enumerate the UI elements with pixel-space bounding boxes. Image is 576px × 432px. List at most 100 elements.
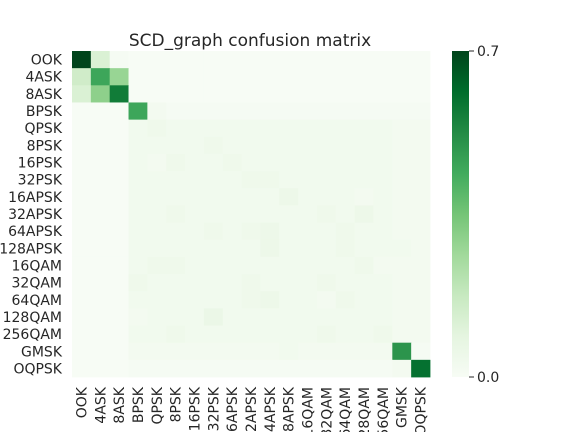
cell-32PSK-16QAM — [298, 171, 318, 189]
cell-4ASK-QPSK — [147, 68, 167, 86]
cell-GMSK-16APSK — [222, 342, 242, 361]
cell-16QAM-16PSK — [185, 256, 205, 275]
y-tick-label-64QAM: 64QAM — [12, 293, 63, 309]
x-tick-label-256QAM: 256QAM — [376, 387, 392, 432]
cell-256QAM-BPSK — [128, 325, 148, 344]
cell-OQPSK-4ASK — [90, 359, 111, 378]
cell-8ASK-64APSK — [260, 85, 280, 103]
cell-8PSK-16PSK — [185, 136, 205, 155]
cell-4ASK-64QAM — [335, 68, 356, 86]
cell-32PSK-8PSK — [166, 171, 186, 189]
cell-8PSK-4ASK — [90, 136, 111, 155]
cell-16PSK-QPSK — [147, 153, 167, 172]
cell-256QAM-OQPSK — [411, 325, 431, 344]
cell-128QAM-32QAM — [316, 308, 337, 326]
cell-16APSK-128QAM — [354, 188, 374, 206]
cell-8ASK-BPSK — [128, 85, 148, 103]
cell-128APSK-8ASK — [109, 239, 129, 258]
cell-64QAM-32QAM — [316, 291, 337, 309]
cell-8PSK-16APSK — [222, 136, 242, 155]
cell-32APSK-32PSK — [203, 205, 224, 223]
cell-QPSK-BPSK — [128, 119, 148, 138]
cell-32PSK-32APSK — [241, 171, 261, 189]
cell-16APSK-32QAM — [316, 188, 337, 206]
cell-32APSK-OOK — [72, 205, 92, 223]
cell-32PSK-64APSK — [260, 171, 280, 189]
cell-32PSK-8ASK — [109, 171, 129, 189]
cell-128APSK-64APSK — [260, 239, 280, 258]
colorbar-tick-label-0.7: 0.7 — [477, 44, 499, 60]
x-tick-label-4ASK: 4ASK — [93, 386, 109, 423]
cell-32APSK-OQPSK — [411, 205, 431, 223]
cell-32APSK-8PSK — [166, 205, 186, 223]
cell-128QAM-128QAM — [354, 308, 374, 326]
cell-128APSK-32QAM — [316, 239, 337, 258]
cell-16APSK-GMSK — [392, 188, 412, 206]
cell-16PSK-16QAM — [298, 153, 318, 172]
cell-256QAM-32PSK — [203, 325, 224, 344]
cell-OQPSK-64APSK — [260, 359, 280, 378]
cell-64QAM-8ASK — [109, 291, 129, 309]
cell-128APSK-256QAM — [373, 239, 393, 258]
cell-16PSK-32QAM — [316, 153, 337, 172]
cell-BPSK-QPSK — [147, 102, 167, 121]
cell-OOK-8ASK — [109, 51, 129, 69]
cell-64QAM-32APSK — [241, 291, 261, 309]
cell-16QAM-8ASK — [109, 256, 129, 275]
cell-16QAM-8PSK — [166, 256, 186, 275]
colorbar: 0.0 0.7 — [452, 44, 499, 386]
cell-128QAM-8PSK — [166, 308, 186, 326]
cell-16PSK-16APSK — [222, 153, 242, 172]
cell-8ASK-OOK — [72, 85, 92, 103]
cell-64QAM-128APSK — [279, 291, 299, 309]
cell-8PSK-16QAM — [298, 136, 318, 155]
x-tick-label-GMSK: GMSK — [395, 386, 411, 428]
cell-32QAM-16APSK — [222, 274, 242, 292]
cell-16APSK-OQPSK — [411, 188, 431, 206]
cell-64QAM-QPSK — [147, 291, 167, 309]
x-tick-label-BPSK: BPSK — [131, 386, 147, 423]
cell-16APSK-16APSK — [222, 188, 242, 206]
cell-128QAM-OQPSK — [411, 308, 431, 326]
cell-QPSK-8PSK — [166, 119, 186, 138]
cell-128QAM-16QAM — [298, 308, 318, 326]
cell-64APSK-BPSK — [128, 222, 148, 241]
cell-16QAM-32PSK — [203, 256, 224, 275]
y-tick-label-64APSK: 64APSK — [8, 224, 63, 240]
cell-32APSK-16QAM — [298, 205, 318, 223]
cell-GMSK-OOK — [72, 342, 92, 361]
cell-GMSK-BPSK — [128, 342, 148, 361]
cell-OOK-4ASK — [90, 51, 111, 69]
cell-OQPSK-256QAM — [373, 359, 393, 378]
cell-OOK-GMSK — [392, 51, 412, 69]
cell-4ASK-OQPSK — [411, 68, 431, 86]
y-tick-label-256QAM: 256QAM — [3, 327, 62, 343]
cell-32PSK-QPSK — [147, 171, 167, 189]
cell-BPSK-8ASK — [109, 102, 129, 121]
cell-32APSK-8ASK — [109, 205, 129, 223]
x-tick-label-OQPSK: OQPSK — [414, 386, 430, 432]
cell-32QAM-4ASK — [90, 274, 111, 292]
cell-32PSK-128APSK — [279, 171, 299, 189]
cell-16PSK-OQPSK — [411, 153, 431, 172]
cell-QPSK-32QAM — [316, 119, 337, 138]
cell-128QAM-BPSK — [128, 308, 148, 326]
cell-16PSK-64QAM — [335, 153, 356, 172]
cell-128QAM-8ASK — [109, 308, 129, 326]
cell-64QAM-16PSK — [185, 291, 205, 309]
cell-256QAM-64QAM — [335, 325, 356, 344]
cell-OOK-16QAM — [298, 51, 318, 69]
cell-32APSK-GMSK — [392, 205, 412, 223]
cell-16QAM-16QAM — [298, 256, 318, 275]
cell-OQPSK-32QAM — [316, 359, 337, 378]
cell-32APSK-32QAM — [316, 205, 337, 223]
cell-OOK-OOK — [72, 51, 92, 69]
cell-BPSK-256QAM — [373, 102, 393, 121]
cell-8ASK-64QAM — [335, 85, 356, 103]
cell-128QAM-32APSK — [241, 308, 261, 326]
cell-256QAM-256QAM — [373, 325, 393, 344]
cell-4ASK-8ASK — [109, 68, 129, 86]
y-tick-label-OQPSK: OQPSK — [13, 361, 62, 377]
cell-16QAM-32APSK — [241, 256, 261, 275]
cell-128QAM-64APSK — [260, 308, 280, 326]
